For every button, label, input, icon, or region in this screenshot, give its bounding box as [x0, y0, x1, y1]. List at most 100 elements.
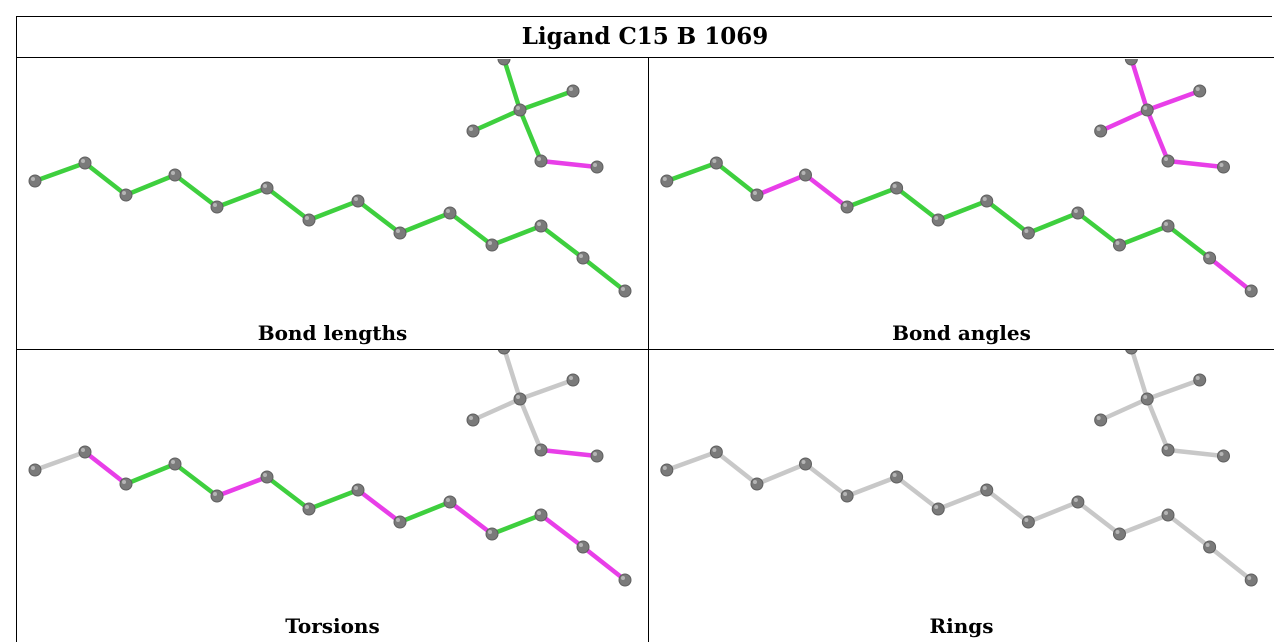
- atom-highlight-3: [171, 171, 175, 175]
- atom-highlight-5: [892, 184, 897, 188]
- atom-4: [840, 489, 854, 503]
- atom-1: [709, 156, 723, 170]
- atom-highlight-9: [1073, 498, 1078, 502]
- ligand-title: Ligand C15 B 1069: [521, 23, 769, 50]
- atom-12: [1203, 251, 1217, 265]
- atom-highlight-9: [446, 498, 450, 502]
- atom-highlight-16: [569, 87, 573, 91]
- atom-1: [78, 156, 92, 170]
- atom-highlight-10: [1115, 241, 1120, 245]
- atom-1: [78, 445, 92, 459]
- bond-14: [517, 88, 576, 113]
- bond-10: [1117, 223, 1171, 248]
- atom-highlight-1: [81, 159, 85, 163]
- atom-7: [351, 194, 365, 208]
- atom-highlight-6: [934, 505, 939, 509]
- atom-14: [497, 350, 511, 355]
- atom-highlight-2: [122, 480, 126, 484]
- bond-8: [397, 210, 453, 236]
- bond-3: [172, 461, 220, 499]
- atom-highlight-10: [1115, 530, 1120, 534]
- atom-highlight-3: [801, 460, 806, 464]
- atom-highlight-19: [1219, 163, 1224, 167]
- atom-6: [931, 213, 945, 227]
- bond-4: [214, 185, 270, 210]
- atom-11: [1161, 219, 1175, 233]
- bond-16: [1144, 107, 1171, 164]
- atom-17: [466, 413, 480, 427]
- bond-16: [517, 396, 544, 453]
- atom-highlight-4: [213, 203, 217, 207]
- atom-highlight-9: [446, 209, 450, 213]
- atom-highlight-13: [1247, 287, 1252, 291]
- atom-0: [660, 174, 674, 188]
- atom-13: [1244, 573, 1258, 587]
- atom-18: [1161, 154, 1175, 168]
- bond-0: [664, 449, 719, 473]
- atom-highlight-2: [752, 480, 757, 484]
- atom-highlight-5: [263, 473, 267, 477]
- atom-11: [534, 219, 548, 233]
- atom-19: [590, 449, 604, 463]
- atom-14: [1124, 59, 1138, 66]
- bond-16: [517, 107, 544, 164]
- atom-6: [302, 213, 316, 227]
- atom-highlight-2: [752, 191, 757, 195]
- atom-10: [485, 527, 499, 541]
- bond-2: [754, 461, 808, 487]
- bond-13: [1129, 59, 1150, 113]
- bond-angles-molecule: [660, 59, 1258, 298]
- bond-10: [489, 512, 544, 537]
- atom-3: [798, 168, 812, 182]
- atom-highlight-18: [1164, 446, 1169, 450]
- atom-12: [1203, 540, 1217, 554]
- atom-5: [260, 470, 274, 484]
- torsions-molecule: [28, 350, 632, 587]
- atom-15: [1140, 392, 1154, 406]
- caption-bond-lengths: Bond lengths: [257, 321, 408, 345]
- atom-2: [750, 477, 764, 491]
- atom-highlight-12: [579, 254, 583, 258]
- atom-3: [168, 457, 182, 471]
- bond-14: [1144, 88, 1202, 113]
- bond-3: [172, 172, 220, 210]
- atom-17: [1094, 124, 1108, 138]
- atom-highlight-1: [712, 159, 717, 163]
- atom-7: [980, 483, 994, 497]
- atom-12: [576, 251, 590, 265]
- bond-4: [844, 474, 899, 499]
- atom-highlight-7: [354, 197, 358, 201]
- atom-15: [513, 392, 527, 406]
- bond-15: [1098, 396, 1150, 423]
- atom-highlight-15: [516, 106, 520, 110]
- bond-0: [664, 160, 719, 184]
- atom-highlight-3: [801, 171, 806, 175]
- caption-torsions: Torsions: [285, 614, 380, 638]
- atom-highlight-17: [469, 127, 473, 131]
- atom-13: [618, 573, 632, 587]
- bond-1: [82, 160, 129, 198]
- bond-13: [1129, 350, 1150, 402]
- atom-highlight-1: [712, 448, 717, 452]
- atom-5: [260, 181, 274, 195]
- bond-13: [501, 59, 523, 113]
- atom-16: [1193, 373, 1207, 387]
- atom-1: [709, 445, 723, 459]
- bond-15: [470, 396, 523, 423]
- bond-8: [1026, 210, 1081, 236]
- atom-2: [119, 477, 133, 491]
- bond-12: [580, 255, 628, 294]
- atom-5: [890, 181, 904, 195]
- bond-17: [538, 447, 600, 459]
- bond-2: [123, 172, 178, 198]
- atom-18: [534, 443, 548, 457]
- panel-rings: Rings: [649, 350, 1274, 642]
- bond-11: [538, 512, 586, 550]
- atom-highlight-18: [537, 157, 541, 161]
- atom-highlight-12: [1205, 254, 1210, 258]
- bond-2: [123, 461, 178, 487]
- atom-10: [1112, 238, 1126, 252]
- atom-highlight-17: [1096, 127, 1101, 131]
- bond-1: [82, 449, 129, 487]
- atom-highlight-16: [1195, 87, 1200, 91]
